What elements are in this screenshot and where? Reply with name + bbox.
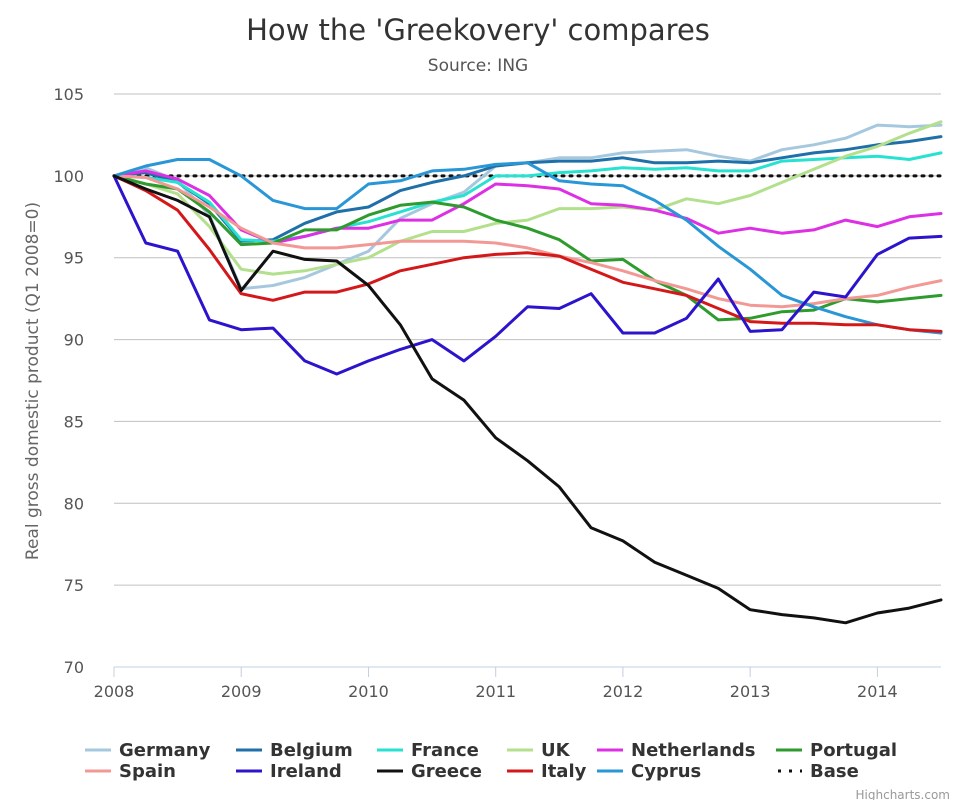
legend-item-netherlands[interactable]: Netherlands xyxy=(597,740,756,761)
series-line-greece[interactable] xyxy=(112,174,943,625)
chart-subtitle: Source: ING xyxy=(428,56,528,76)
series-line-uk[interactable] xyxy=(112,120,943,276)
y-tick-label: 105 xyxy=(53,85,84,104)
legend-item-portugal[interactable]: Portugal xyxy=(776,740,897,761)
y-tick-label: 90 xyxy=(64,331,84,350)
legend-label: Cyprus xyxy=(631,761,701,782)
x-tick-label: 2014 xyxy=(857,682,898,701)
y-tick-label: 85 xyxy=(64,412,84,431)
legend-label: Ireland xyxy=(270,761,342,782)
y-tick-label: 70 xyxy=(64,658,84,677)
gridlines xyxy=(114,93,941,668)
legend-label: Base xyxy=(810,761,859,782)
legend-label: Belgium xyxy=(270,740,353,761)
legend-item-cyprus[interactable]: Cyprus xyxy=(597,761,701,782)
legend-label: Netherlands xyxy=(631,740,756,761)
legend-item-ireland[interactable]: Ireland xyxy=(236,761,342,782)
legend-item-germany[interactable]: Germany xyxy=(85,740,211,761)
x-tick-label: 2009 xyxy=(221,682,262,701)
x-tick-label: 2010 xyxy=(348,682,389,701)
x-tick-label: 2013 xyxy=(730,682,771,701)
legend-item-spain[interactable]: Spain xyxy=(85,761,176,782)
legend-item-greece[interactable]: Greece xyxy=(377,761,482,782)
legend: Germany Belgium France UK Netherlands Portuga… xyxy=(85,740,897,782)
series-lines xyxy=(112,120,943,625)
y-tick-label: 95 xyxy=(64,249,84,268)
series-line-ireland[interactable] xyxy=(112,174,943,376)
x-tick-label: 2008 xyxy=(94,682,135,701)
x-axis-ticks: 2008 2009 2010 2011 2012 2013 2014 xyxy=(94,666,941,701)
legend-item-base[interactable]: Base xyxy=(778,761,859,782)
legend-item-france[interactable]: France xyxy=(377,740,479,761)
series-line-portugal[interactable] xyxy=(112,174,943,322)
y-axis-title: Real gross domestic product (Q1 2008=0) xyxy=(23,202,43,560)
legend-label: Greece xyxy=(411,761,482,782)
y-tick-label: 80 xyxy=(64,494,84,513)
legend-label: France xyxy=(411,740,479,761)
series-line-italy[interactable] xyxy=(112,174,943,333)
x-tick-label: 2011 xyxy=(475,682,516,701)
series-line-france[interactable] xyxy=(112,151,943,243)
y-tick-label: 75 xyxy=(64,576,84,595)
legend-item-uk[interactable]: UK xyxy=(507,740,571,761)
y-axis-ticks: 70 75 80 85 90 95 100 105 xyxy=(53,85,84,677)
legend-label: Portugal xyxy=(810,740,897,761)
legend-item-belgium[interactable]: Belgium xyxy=(236,740,353,761)
x-tick-label: 2012 xyxy=(603,682,644,701)
chart-title: How the 'Greekovery' compares xyxy=(246,13,710,47)
legend-label: Italy xyxy=(541,761,587,782)
legend-item-italy[interactable]: Italy xyxy=(507,761,587,782)
credits-link[interactable]: Highcharts.com xyxy=(856,788,950,800)
legend-label: Spain xyxy=(119,761,176,782)
legend-label: UK xyxy=(541,740,571,761)
y-tick-label: 100 xyxy=(53,167,84,186)
legend-label: Germany xyxy=(119,740,211,761)
series-line-netherlands[interactable] xyxy=(112,169,943,245)
